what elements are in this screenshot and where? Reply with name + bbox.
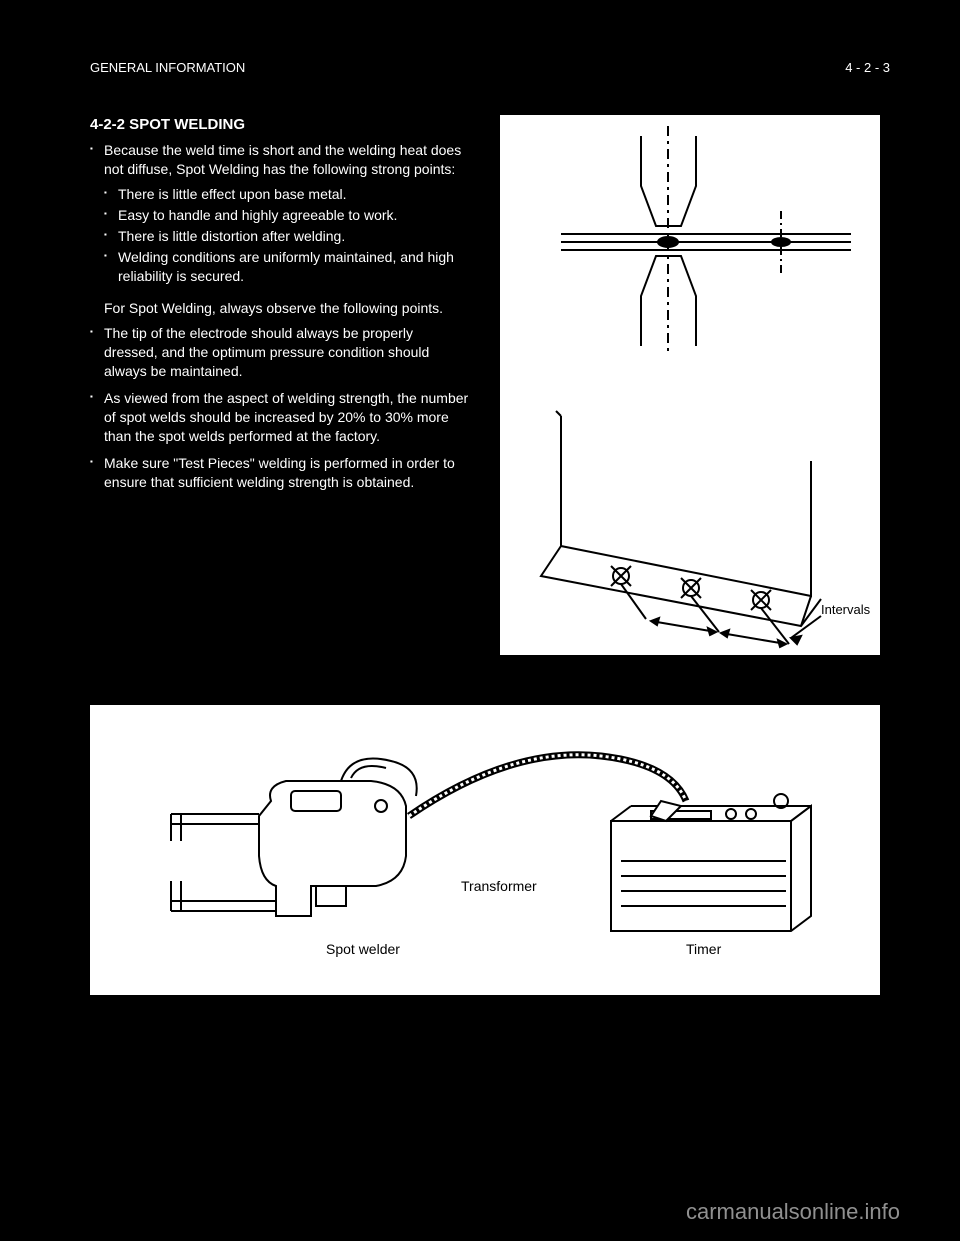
observe-point: As viewed from the aspect of welding str… — [90, 389, 470, 446]
strong-point: There is little effect upon base metal. — [104, 185, 470, 204]
intervals-label: Intervals — [821, 602, 871, 617]
watermark-text: carmanualsonline.info — [686, 1199, 900, 1225]
strong-point: There is little distortion after welding… — [104, 227, 470, 246]
observe-point: The tip of the electrode should always b… — [90, 324, 470, 381]
strong-point: Easy to handle and highly agreeable to w… — [104, 206, 470, 225]
figure-spot-welder-setup: Transformer Spot welder Timer — [90, 705, 880, 995]
section-title: 4-2-2 SPOT WELDING — [90, 115, 470, 135]
figure-electrode-intervals: Intervals — [500, 115, 880, 655]
timer-label: Timer — [686, 941, 722, 957]
strong-point: Welding conditions are uniformly maintai… — [104, 248, 470, 286]
intro-item: Because the weld time is short and the w… — [90, 141, 470, 285]
timer-icon — [611, 794, 811, 931]
transformer-label: Transformer — [461, 878, 537, 894]
spot-welder-icon — [171, 759, 417, 917]
header-right: 4 - 2 - 3 — [845, 60, 890, 75]
spot-welder-label: Spot welder — [326, 941, 400, 957]
observe-point: Make sure "Test Pieces" welding is perfo… — [90, 454, 470, 492]
list2-intro: For Spot Welding, always observe the fol… — [104, 299, 470, 318]
header-left: GENERAL INFORMATION — [90, 60, 245, 75]
intro-text: Because the weld time is short and the w… — [104, 142, 461, 177]
